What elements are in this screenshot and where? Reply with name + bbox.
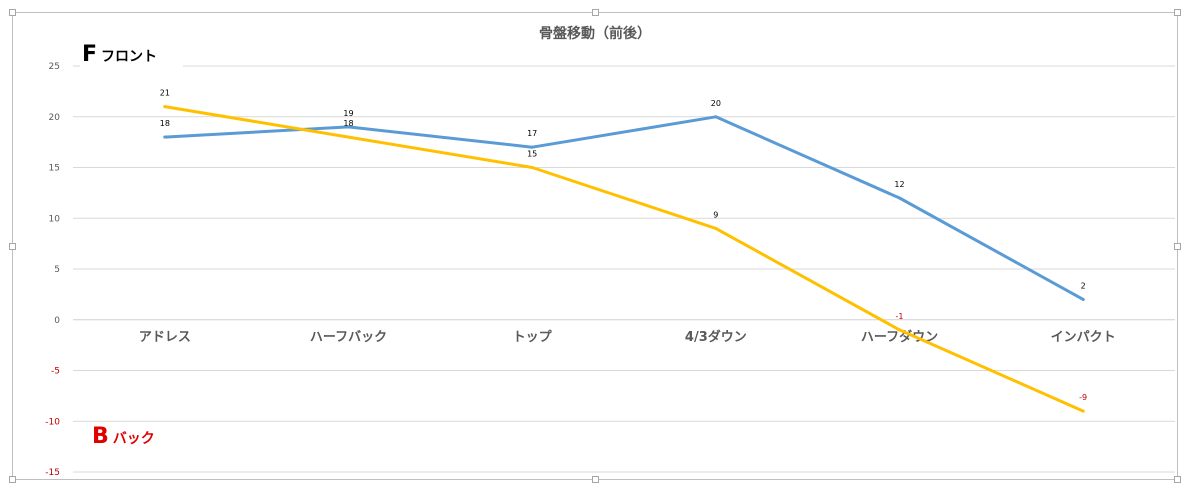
x-axis: アドレス ハーフバック トップ 4/3ダウン ハーフダウン インパクト: [139, 329, 1116, 345]
y-tick-label: 15: [49, 164, 60, 174]
data-point: [714, 115, 718, 119]
data-label: 12: [894, 180, 904, 189]
x-category-label: 4/3ダウン: [685, 329, 747, 345]
resize-handle-left[interactable]: [9, 243, 16, 250]
data-point: [347, 125, 350, 129]
back-label: バック: [112, 431, 155, 447]
gridlines: [73, 65, 1175, 473]
x-category-label: トップ: [513, 330, 553, 345]
resize-handle-right[interactable]: [1174, 243, 1181, 250]
y-tick-label: 5: [54, 265, 60, 275]
data-point: [163, 105, 167, 109]
resize-handle-top-left[interactable]: [9, 9, 16, 16]
resize-handle-bottom-left[interactable]: [9, 476, 16, 483]
data-label: -9: [1079, 393, 1087, 402]
data-label: 15: [527, 150, 537, 159]
data-point: [530, 145, 534, 149]
x-category-label: ハーフダウン: [861, 329, 938, 345]
data-point: [898, 196, 901, 200]
y-tick-label: -5: [51, 367, 60, 377]
back-letter: B: [92, 424, 109, 449]
front-annotation: F フロント: [80, 42, 184, 70]
data-label: 18: [160, 119, 170, 128]
data-label: 21: [160, 89, 170, 98]
data-label: 20: [711, 99, 721, 108]
data-point: [530, 166, 534, 169]
data-point: [714, 226, 718, 230]
y-tick-label: 10: [49, 214, 61, 224]
y-tick-label: 20: [49, 113, 61, 123]
chart-title: 骨盤移動（前後）: [539, 25, 651, 42]
y-tick-label: -15: [45, 468, 60, 478]
x-category-label: ハーフバック: [310, 330, 387, 345]
resize-handle-top[interactable]: [592, 9, 599, 16]
resize-handle-bottom-right[interactable]: [1174, 476, 1181, 483]
series-line: [163, 105, 1085, 413]
y-axis: 25 20 15 10 5 0 -5 -10 -15: [45, 62, 60, 478]
data-point: [1081, 297, 1085, 301]
x-category-label: インパクト: [1051, 330, 1116, 345]
data-label: 19: [343, 109, 353, 118]
series-line: [163, 115, 1085, 301]
y-tick-label: 25: [49, 62, 60, 72]
y-tick-label: -10: [45, 417, 60, 427]
data-label: 9: [713, 210, 718, 219]
data-point: [1081, 409, 1085, 413]
data-point: [347, 135, 350, 139]
y-tick-label: 0: [54, 316, 60, 326]
resize-handle-bottom[interactable]: [592, 476, 599, 483]
data-label: 18: [343, 119, 353, 128]
data-point: [898, 328, 901, 332]
resize-handle-top-right[interactable]: [1174, 9, 1181, 16]
data-label: 2: [1081, 281, 1086, 290]
front-letter: F: [82, 42, 98, 67]
data-label: 17: [527, 129, 537, 138]
front-label: フロント: [101, 49, 158, 65]
back-annotation: B バック: [90, 424, 189, 455]
data-label: -1: [896, 312, 904, 321]
data-point: [163, 135, 167, 139]
series-group: [163, 105, 1085, 413]
x-category-label: アドレス: [139, 330, 191, 345]
